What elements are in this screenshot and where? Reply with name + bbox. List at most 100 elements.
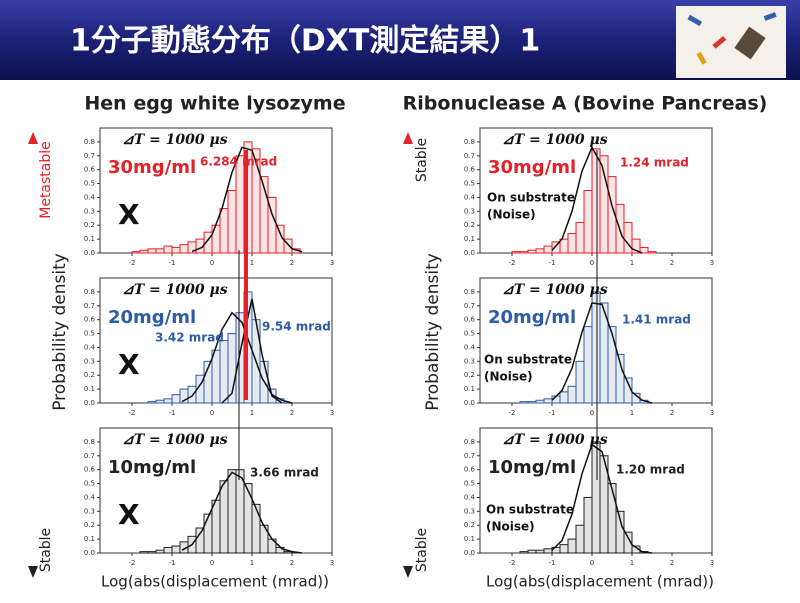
noise-label: (Noise) (486, 520, 535, 534)
histogram-bar (147, 551, 157, 554)
histogram-bar (147, 248, 157, 254)
x-mark: X (118, 198, 140, 231)
concentration-label: 20mg/ml (108, 307, 196, 328)
fit-curve (551, 443, 653, 554)
histogram-bar (583, 190, 593, 254)
histogram-bar (559, 391, 569, 404)
histogram-bar (519, 251, 529, 254)
x-tick-label: -2 (129, 259, 136, 267)
histogram-bar (211, 499, 221, 554)
x-mark: X (118, 348, 140, 381)
x-tick-label: -2 (129, 409, 136, 417)
histogram-bar (631, 238, 641, 254)
x-tick-label: 2 (290, 559, 294, 567)
y-tick-label: 0.8 (464, 288, 475, 296)
y-tick-label: 0.7 (464, 302, 475, 310)
y-tick-label: 0.6 (84, 316, 96, 324)
axis-end-label: Stable (414, 138, 430, 182)
x-tick-label: 0 (590, 259, 594, 267)
axis-end-label: Metastable (38, 141, 54, 219)
arrow-head (403, 132, 413, 144)
x-tick-label: 1 (250, 409, 254, 417)
x-tick-label: 0 (590, 559, 594, 567)
arrow-head (28, 566, 38, 578)
y-tick-label: 0.1 (84, 385, 95, 393)
histogram-bar (219, 340, 229, 404)
y-tick-label: 0.3 (84, 507, 95, 515)
histogram-bar (171, 545, 181, 554)
histogram-bar (591, 441, 601, 554)
histogram-bar (583, 326, 593, 404)
x-tick-label: -2 (509, 259, 516, 267)
noise-label: (Noise) (484, 370, 533, 384)
histogram-bar (591, 291, 601, 404)
y-tick-label: 0.5 (84, 330, 95, 338)
histogram-bar (147, 401, 157, 404)
fit-label: 1.24 mrad (620, 156, 689, 170)
x-axis-label: Log(abs(displacement (mrad)) (101, 573, 329, 591)
x-tick-label: -1 (169, 409, 176, 417)
histogram-bar (567, 385, 577, 404)
histogram-bar (219, 208, 229, 254)
fit-curve (181, 471, 303, 554)
x-tick-label: 3 (330, 259, 334, 267)
x-tick-label: 1 (630, 409, 634, 417)
fit-label: 3.66 mrad (250, 466, 319, 480)
histogram-bar (155, 399, 165, 404)
histogram-bar (251, 503, 261, 554)
plot-frame (479, 427, 713, 554)
x-tick-label: -2 (509, 559, 516, 567)
histogram-bar (535, 248, 545, 254)
histogram-bar (639, 246, 649, 254)
x-tick-label: 1 (250, 559, 254, 567)
x-tick-label: 1 (250, 259, 254, 267)
y-tick-label: 0.8 (84, 138, 95, 146)
x-tick-label: 2 (670, 409, 674, 417)
y-tick-label: 0.0 (464, 549, 475, 557)
fit-label: 9.54 mrad (262, 320, 331, 334)
column-heading: Hen egg white lysozyme (84, 93, 345, 115)
histogram-bar (511, 251, 521, 254)
column-heading: Ribonuclease A (Bovine Pancreas) (403, 93, 768, 115)
histogram-bar (155, 549, 165, 554)
histogram-bar (227, 469, 237, 554)
fit-label: 6.284 mrad (200, 155, 277, 169)
delta-t-label: ⊿T = 1000 μs (122, 282, 228, 298)
fit-label: 3.42 mrad (155, 331, 224, 345)
y-tick-label: 0.4 (84, 193, 96, 201)
x-tick-label: 2 (290, 409, 294, 417)
arrow-head (403, 566, 413, 578)
x-tick-label: -2 (129, 559, 136, 567)
x-tick-label: 0 (590, 409, 594, 417)
delta-t-label: ⊿T = 1000 μs (502, 132, 608, 148)
arrow-head (28, 132, 38, 144)
plot-frame (99, 427, 333, 554)
histogram-bar (591, 148, 601, 254)
y-tick-label: 0.1 (84, 535, 95, 543)
y-tick-label: 0.8 (464, 438, 475, 446)
y-tick-label: 0.0 (84, 549, 95, 557)
y-tick-label: 0.2 (464, 371, 475, 379)
histogram-bar (543, 245, 553, 254)
x-tick-label: 3 (330, 409, 334, 417)
y-tick-label: 0.0 (84, 249, 95, 257)
y-tick-label: 0.5 (84, 180, 95, 188)
y-tick-label: 0.1 (84, 235, 95, 243)
histogram-bar (535, 399, 545, 404)
x-tick-label: -1 (549, 559, 556, 567)
histogram-bar (575, 221, 585, 254)
histogram-bar (171, 394, 181, 404)
histogram-bar (607, 483, 617, 554)
x-tick-label: -1 (169, 559, 176, 567)
y-tick-label: 0.0 (84, 399, 95, 407)
axis-end-label: Stable (38, 528, 54, 572)
histogram-bar (559, 544, 569, 554)
y-tick-label: 0.6 (464, 316, 476, 324)
histogram-bar (211, 349, 221, 404)
title-bar (0, 0, 800, 80)
concentration-label: 10mg/ml (108, 457, 196, 478)
y-tick-label: 0.2 (464, 521, 475, 529)
y-tick-label: 0.4 (84, 343, 96, 351)
histogram-bar (567, 233, 577, 254)
